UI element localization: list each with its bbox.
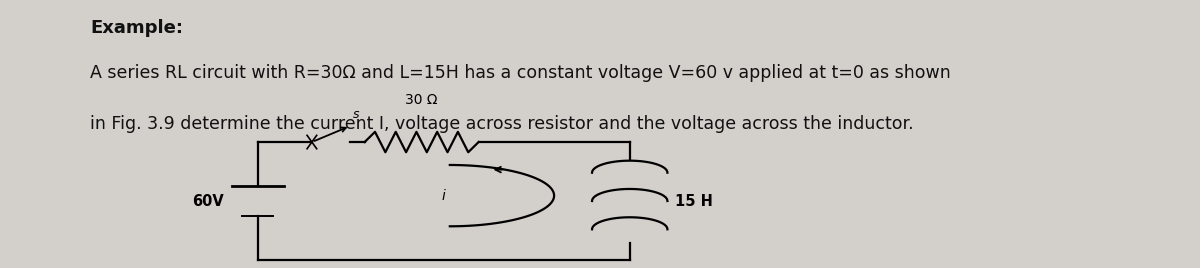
Text: 15 H: 15 H: [676, 193, 713, 209]
Text: 30 Ω: 30 Ω: [406, 93, 438, 107]
Text: 60V: 60V: [192, 193, 224, 209]
Text: Example:: Example:: [90, 19, 182, 37]
Text: s: s: [353, 107, 359, 121]
Text: A series RL circuit with R=30Ω and L=15H has a constant voltage V=60 v applied a: A series RL circuit with R=30Ω and L=15H…: [90, 64, 950, 82]
Text: i: i: [442, 189, 445, 203]
Text: in Fig. 3.9 determine the current I, voltage across resistor and the voltage acr: in Fig. 3.9 determine the current I, vol…: [90, 115, 913, 133]
